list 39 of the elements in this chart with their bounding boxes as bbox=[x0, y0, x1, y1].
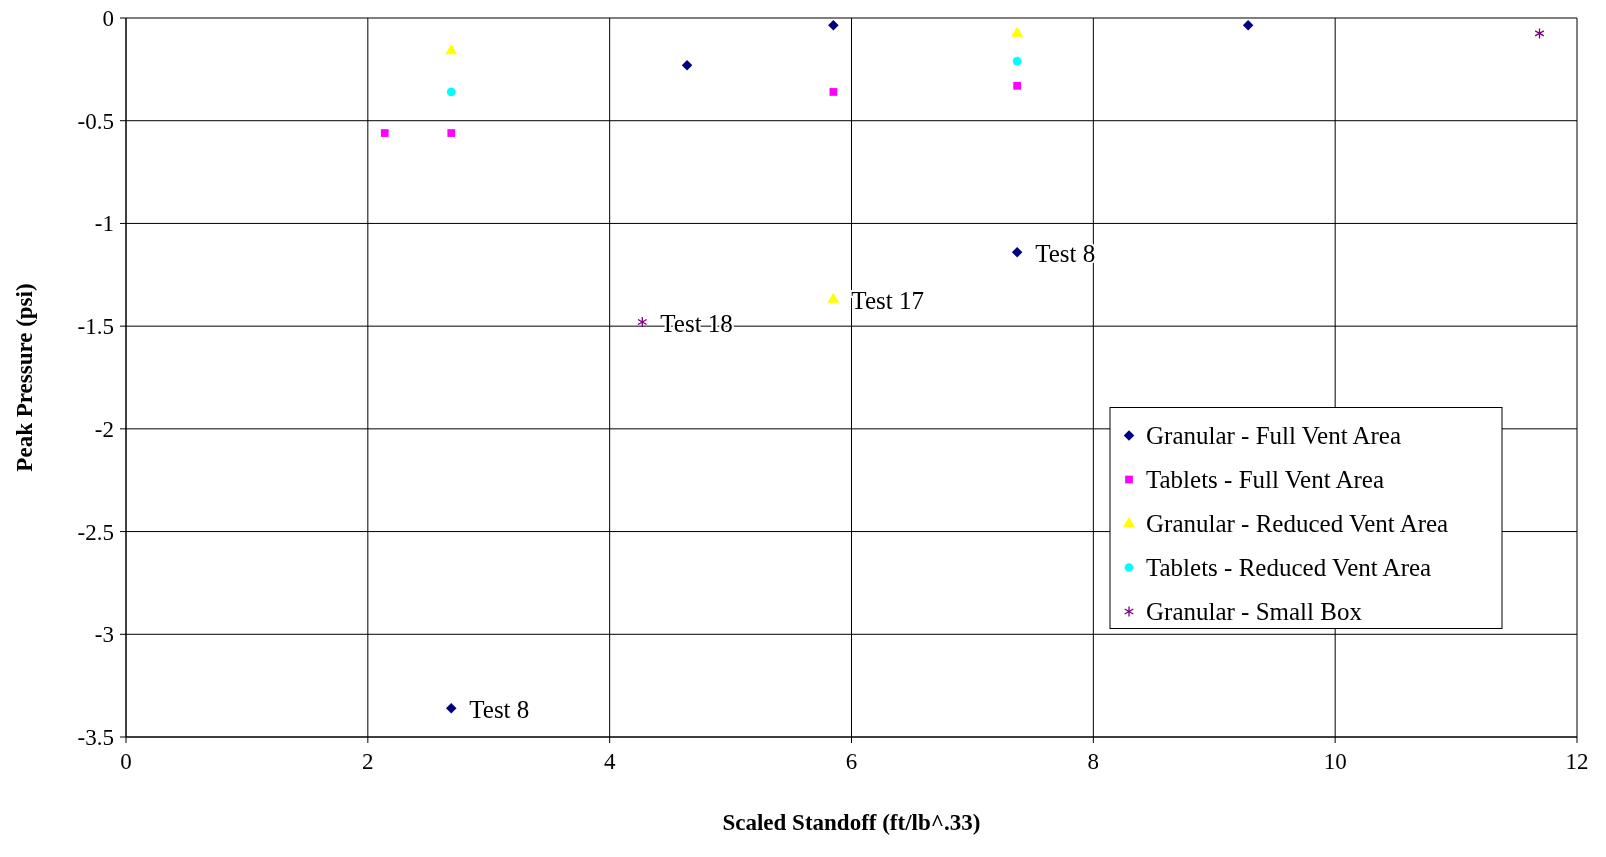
y-tick-label: -1.5 bbox=[77, 314, 114, 340]
point bbox=[446, 87, 456, 97]
point bbox=[829, 88, 838, 96]
point bbox=[445, 44, 458, 55]
legend-label: Tablets - Full Vent Area bbox=[1146, 466, 1385, 494]
point bbox=[1012, 56, 1022, 66]
legend-label: Granular - Reduced Vent Area bbox=[1146, 510, 1449, 538]
point bbox=[637, 316, 648, 328]
point bbox=[1242, 19, 1254, 31]
legend-label: Tablets - Reduced Vent Area bbox=[1146, 554, 1432, 582]
point bbox=[1013, 81, 1022, 90]
x-tick-label: 0 bbox=[120, 749, 132, 774]
point bbox=[1534, 27, 1545, 40]
point bbox=[1011, 26, 1024, 37]
legend-label: Granular - Small Box bbox=[1146, 598, 1363, 626]
point bbox=[827, 292, 840, 303]
x-tick-label: 6 bbox=[845, 749, 858, 774]
x-tick-label: 4 bbox=[603, 749, 616, 774]
x-tick-label: 2 bbox=[362, 749, 374, 774]
x-tick-label: 8 bbox=[1087, 749, 1100, 774]
x-axis-title: Scaled Standoff (ft/lb^.33) bbox=[722, 810, 981, 835]
point bbox=[447, 129, 456, 137]
x-tick-label: 12 bbox=[1565, 749, 1589, 774]
point bbox=[828, 19, 839, 31]
y-tick-label: -3.5 bbox=[77, 725, 114, 751]
y-axis-title: Peak Pressure (psi) bbox=[12, 283, 37, 472]
y-tick-label: -3 bbox=[94, 622, 114, 648]
y-tick-label: 0 bbox=[102, 6, 114, 32]
annotation: Test 8 bbox=[469, 696, 530, 724]
y-tick-label: -2 bbox=[94, 416, 114, 442]
point bbox=[446, 703, 457, 714]
x-tick-label: 10 bbox=[1323, 749, 1347, 774]
point bbox=[380, 129, 389, 137]
y-tick-label: -1 bbox=[94, 211, 114, 237]
y-tick-label: -0.5 bbox=[77, 108, 114, 134]
legend-label: Granular - Full Vent Area bbox=[1146, 422, 1402, 450]
point bbox=[681, 60, 693, 71]
y-tick-label: -2.5 bbox=[77, 519, 114, 545]
point bbox=[1011, 246, 1023, 258]
